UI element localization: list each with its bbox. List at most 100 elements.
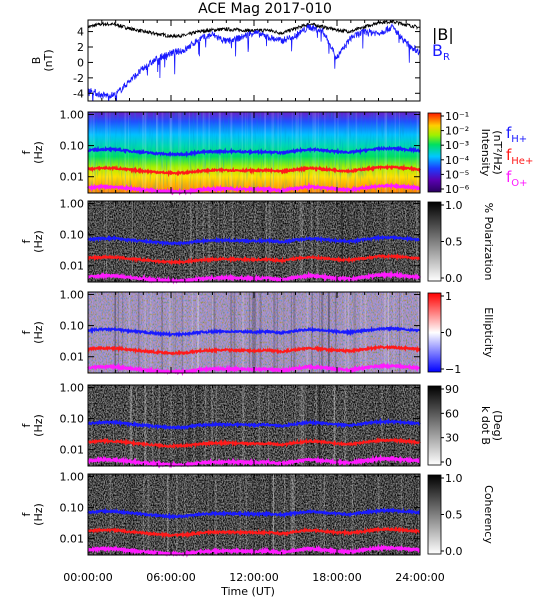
spectrogram-streak bbox=[304, 385, 305, 466]
spectrogram-streak bbox=[115, 292, 117, 373]
f-axis-label-line1: f bbox=[20, 238, 33, 243]
spectrogram-streak bbox=[105, 201, 108, 282]
x-tick-label: 06:00:00 bbox=[146, 571, 195, 584]
spectrogram-streak bbox=[381, 385, 383, 466]
spectrogram-streak bbox=[309, 474, 310, 555]
colorbar-label: % Polarization bbox=[482, 203, 495, 281]
spectrogram-streak bbox=[188, 112, 191, 193]
colorbar bbox=[427, 474, 442, 555]
f-axis-label-line2: (Hz) bbox=[32, 503, 45, 526]
legend-main: f bbox=[506, 124, 512, 142]
fHe-line bbox=[87, 437, 421, 450]
colorbar-tick-label: 0 bbox=[445, 327, 452, 340]
f-tick-label: 0.01 bbox=[60, 260, 85, 273]
spectrogram-streak bbox=[401, 474, 403, 555]
spectrogram-streak bbox=[316, 201, 319, 282]
spectrogram-streak bbox=[317, 385, 320, 466]
spectrogram-streak bbox=[170, 112, 172, 193]
spectrogram-streak bbox=[383, 474, 385, 555]
fH-line bbox=[87, 325, 420, 338]
spectrogram-panel--polarization: 1.00 0.10 0.01 f(Hz) 1.0 0.5 0.0 % Polarization bbox=[20, 197, 495, 285]
spectrogram-streak bbox=[299, 385, 301, 466]
colorbar-label-line1: Intensity bbox=[479, 129, 492, 177]
colorbar-label: Intensity(nT²/Hz) bbox=[479, 129, 504, 177]
spectrogram-streak bbox=[160, 385, 162, 466]
spectrogram-streak bbox=[405, 201, 406, 282]
f-tick-label: 1.00 bbox=[60, 381, 85, 394]
spectrogram-streak bbox=[398, 112, 400, 193]
spectrogram-streak bbox=[390, 385, 393, 466]
spectrogram-streak bbox=[322, 292, 324, 373]
legend-hplus: fH+ bbox=[506, 124, 527, 145]
f-axis-label-line2: (Hz) bbox=[32, 414, 45, 437]
f-tick-label: 1.00 bbox=[60, 197, 85, 210]
spectrogram-streak bbox=[384, 385, 386, 466]
f-tick-label: 1.00 bbox=[60, 288, 85, 301]
fH-line bbox=[87, 507, 421, 521]
spectrogram-streak bbox=[315, 112, 317, 193]
spectrogram-streak bbox=[387, 292, 389, 373]
spectrogram-streak bbox=[309, 474, 311, 555]
spectrogram-streak bbox=[311, 292, 313, 373]
spectrogram-panel-k-dot-b: 1.00 0.10 0.01 f(Hz) 90 60 30 0 k dot B(Deg) bbox=[20, 381, 504, 469]
colorbar-tick-label: 10⁻⁶ bbox=[445, 183, 470, 196]
spectrogram-streak bbox=[184, 292, 186, 373]
colorbar-tick-label: 10⁻² bbox=[445, 125, 469, 138]
spectrogram-streak bbox=[320, 474, 322, 555]
colorbar-label: Coherency bbox=[482, 485, 495, 544]
spectrogram-streak bbox=[161, 385, 163, 466]
spectrogram-streak bbox=[306, 385, 309, 466]
spectrogram-streak bbox=[312, 201, 316, 282]
f-axis-label-line1: f bbox=[20, 329, 33, 334]
spectrogram-streak bbox=[129, 474, 132, 555]
colorbar-tick-label: −1 bbox=[445, 363, 461, 376]
colorbar-label: k dot B(Deg) bbox=[479, 406, 504, 445]
spectrogram-streak bbox=[170, 385, 172, 466]
colorbar-label-line2: (nT²/Hz) bbox=[491, 130, 504, 174]
spectrogram-streak bbox=[372, 385, 374, 466]
spectrogram-streak bbox=[109, 112, 111, 193]
spectrogram-panel-intensity: 1.000.100.01f(Hz)10⁻¹10⁻²10⁻³10⁻⁴10⁻⁵10⁻… bbox=[20, 108, 533, 196]
y-tick-label: -2 bbox=[73, 72, 84, 85]
colorbar-tick-label: 1 bbox=[445, 290, 452, 303]
spectrogram-panel-coherency: 1.00 0.10 0.01 f(Hz) 1.0 0.5 0.0 Coherency bbox=[20, 470, 495, 558]
spectrogram-streak bbox=[333, 385, 336, 466]
spectrogram-streak bbox=[127, 112, 130, 193]
spectrogram-streak bbox=[385, 112, 387, 193]
spectrogram-streak bbox=[316, 474, 317, 555]
spectrogram-streak bbox=[394, 112, 396, 193]
colorbar-tick-label: 10⁻⁴ bbox=[445, 154, 470, 167]
spectrogram-streak bbox=[102, 201, 104, 282]
spectrogram-streak bbox=[409, 385, 411, 466]
spectrogram-streak bbox=[156, 112, 159, 193]
f-axis-label-line2: (Hz) bbox=[32, 230, 45, 253]
spectrogram-streak bbox=[320, 474, 322, 555]
spectrogram-streak bbox=[378, 385, 380, 466]
spectrogram-streak bbox=[417, 292, 420, 373]
spectrogram-streak bbox=[90, 112, 92, 193]
colorbar-tick-label: 10⁻⁵ bbox=[445, 168, 469, 181]
colorbar-label-line1: k dot B bbox=[479, 406, 492, 445]
f-axis-label: f(Hz) bbox=[20, 141, 45, 164]
f-tick-label: 0.10 bbox=[60, 502, 85, 515]
spectrogram-streak bbox=[130, 385, 133, 466]
spectrogram-streak bbox=[376, 112, 378, 193]
spectrogram-streak bbox=[113, 292, 116, 373]
spectrogram-streak bbox=[243, 385, 245, 466]
spectrogram-streak bbox=[366, 201, 368, 282]
f-axis-label: f(Hz) bbox=[20, 414, 45, 437]
colorbar-label: Ellipticity bbox=[482, 307, 495, 358]
spectrogram-streak bbox=[407, 201, 410, 282]
spectrogram-streak bbox=[301, 201, 304, 282]
f-tick-label: 1.00 bbox=[60, 470, 85, 483]
spectrogram-streak bbox=[173, 201, 175, 282]
spectrogram-streak bbox=[319, 385, 321, 466]
fH-line bbox=[87, 145, 421, 158]
spectrogram-streak bbox=[167, 474, 169, 555]
colorbar bbox=[427, 292, 442, 373]
spectrogram-streak bbox=[117, 292, 120, 373]
spectrogram-streak bbox=[305, 385, 307, 466]
spectrogram-streak bbox=[333, 385, 336, 466]
time-axis: 00:00:00 06:00:00 12:00:00 18:00:00 24:00:00… bbox=[63, 571, 444, 598]
